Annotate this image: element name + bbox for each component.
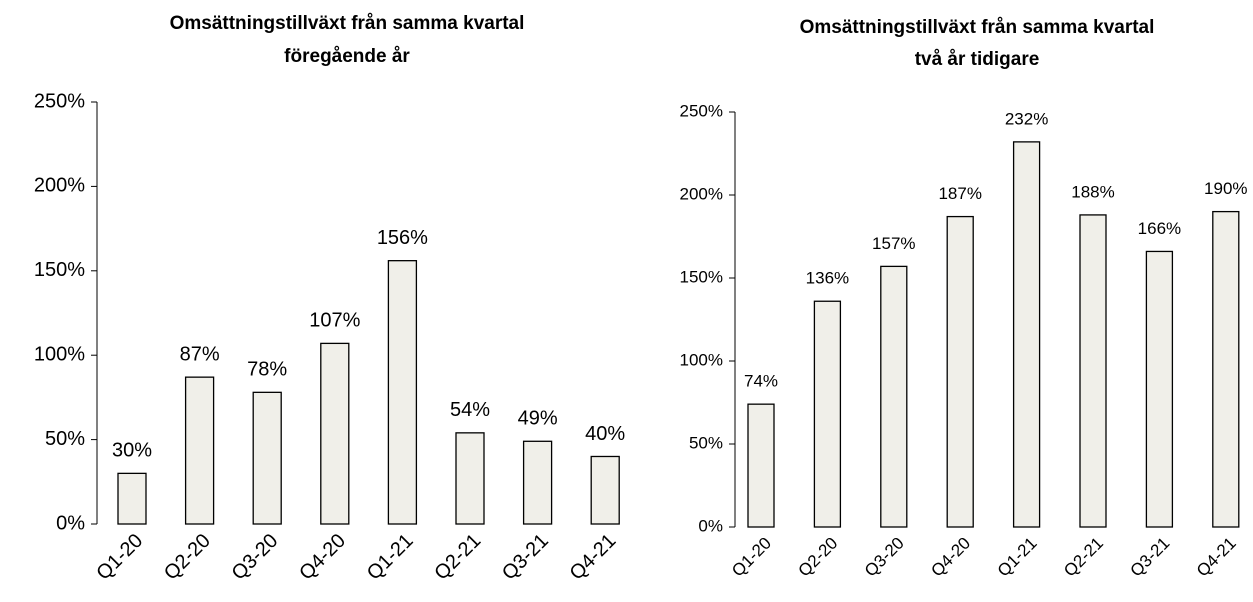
bar — [946, 215, 974, 528]
y-tick-label: 50% — [689, 433, 723, 452]
chart-title: föregående år — [284, 46, 410, 67]
y-tick-label: 250% — [34, 90, 85, 112]
bar — [1012, 141, 1041, 528]
value-label: 87% — [180, 343, 220, 365]
value-label: 74% — [744, 372, 778, 391]
value-label: 78% — [247, 359, 287, 381]
bar — [184, 376, 215, 525]
x-tick-label: Q4-21 — [1193, 534, 1240, 581]
value-label: 40% — [585, 423, 625, 445]
y-tick-label: 50% — [45, 428, 85, 450]
x-tick-label: Q1-21 — [994, 534, 1041, 581]
x-tick-label: Q4-20 — [295, 530, 350, 585]
x-tick-label: Q3-20 — [861, 534, 908, 581]
value-label: 136% — [806, 269, 849, 288]
y-tick-label: 200% — [34, 175, 85, 197]
value-label: 166% — [1138, 219, 1181, 238]
bar — [1212, 210, 1240, 528]
chart-title: två år tidigare — [915, 49, 1040, 70]
bar — [455, 432, 485, 525]
value-label: 188% — [1071, 182, 1114, 201]
chart-title: Omsättningstillväxt från samma kvartal — [170, 13, 525, 34]
x-tick-label: Q1-20 — [92, 530, 147, 585]
y-tick-label: 150% — [680, 267, 723, 286]
bar — [387, 260, 418, 525]
y-tick-label: 150% — [34, 259, 85, 281]
value-label: 187% — [938, 184, 981, 203]
x-tick-label: Q1-21 — [363, 530, 418, 585]
value-label: 107% — [309, 310, 360, 332]
x-tick-label: Q3-21 — [498, 530, 553, 585]
value-label: 190% — [1204, 179, 1247, 198]
value-label: 49% — [518, 408, 558, 430]
bar — [813, 300, 842, 528]
y-tick-label: 100% — [680, 350, 723, 369]
bar — [747, 403, 775, 528]
value-label: 156% — [377, 227, 428, 249]
bar — [320, 342, 350, 525]
bar — [522, 440, 553, 525]
value-label: 54% — [450, 399, 490, 421]
y-tick-label: 0% — [698, 516, 723, 535]
bar — [117, 472, 147, 525]
value-label: 157% — [872, 234, 915, 253]
x-tick-label: Q2-20 — [160, 530, 215, 585]
x-tick-label: Q2-20 — [795, 534, 842, 581]
y-tick-label: 0% — [56, 512, 85, 534]
bar — [1145, 250, 1174, 528]
y-tick-label: 250% — [680, 101, 723, 120]
x-tick-label: Q2-21 — [1060, 534, 1107, 581]
x-tick-label: Q1-20 — [728, 534, 775, 581]
bar — [1079, 214, 1107, 528]
y-tick-label: 100% — [34, 343, 85, 365]
y-tick-label: 200% — [680, 184, 723, 203]
value-label: 30% — [112, 440, 152, 462]
bar — [880, 265, 908, 528]
x-tick-label: Q3-21 — [1127, 534, 1174, 581]
bar — [590, 455, 620, 525]
x-tick-label: Q4-21 — [566, 530, 621, 585]
x-tick-label: Q3-20 — [228, 530, 283, 585]
x-tick-label: Q2-21 — [430, 530, 485, 585]
bar — [252, 391, 282, 525]
x-tick-label: Q4-20 — [927, 534, 974, 581]
chart-title: Omsättningstillväxt från samma kvartal — [800, 17, 1155, 38]
value-label: 232% — [1005, 109, 1048, 128]
